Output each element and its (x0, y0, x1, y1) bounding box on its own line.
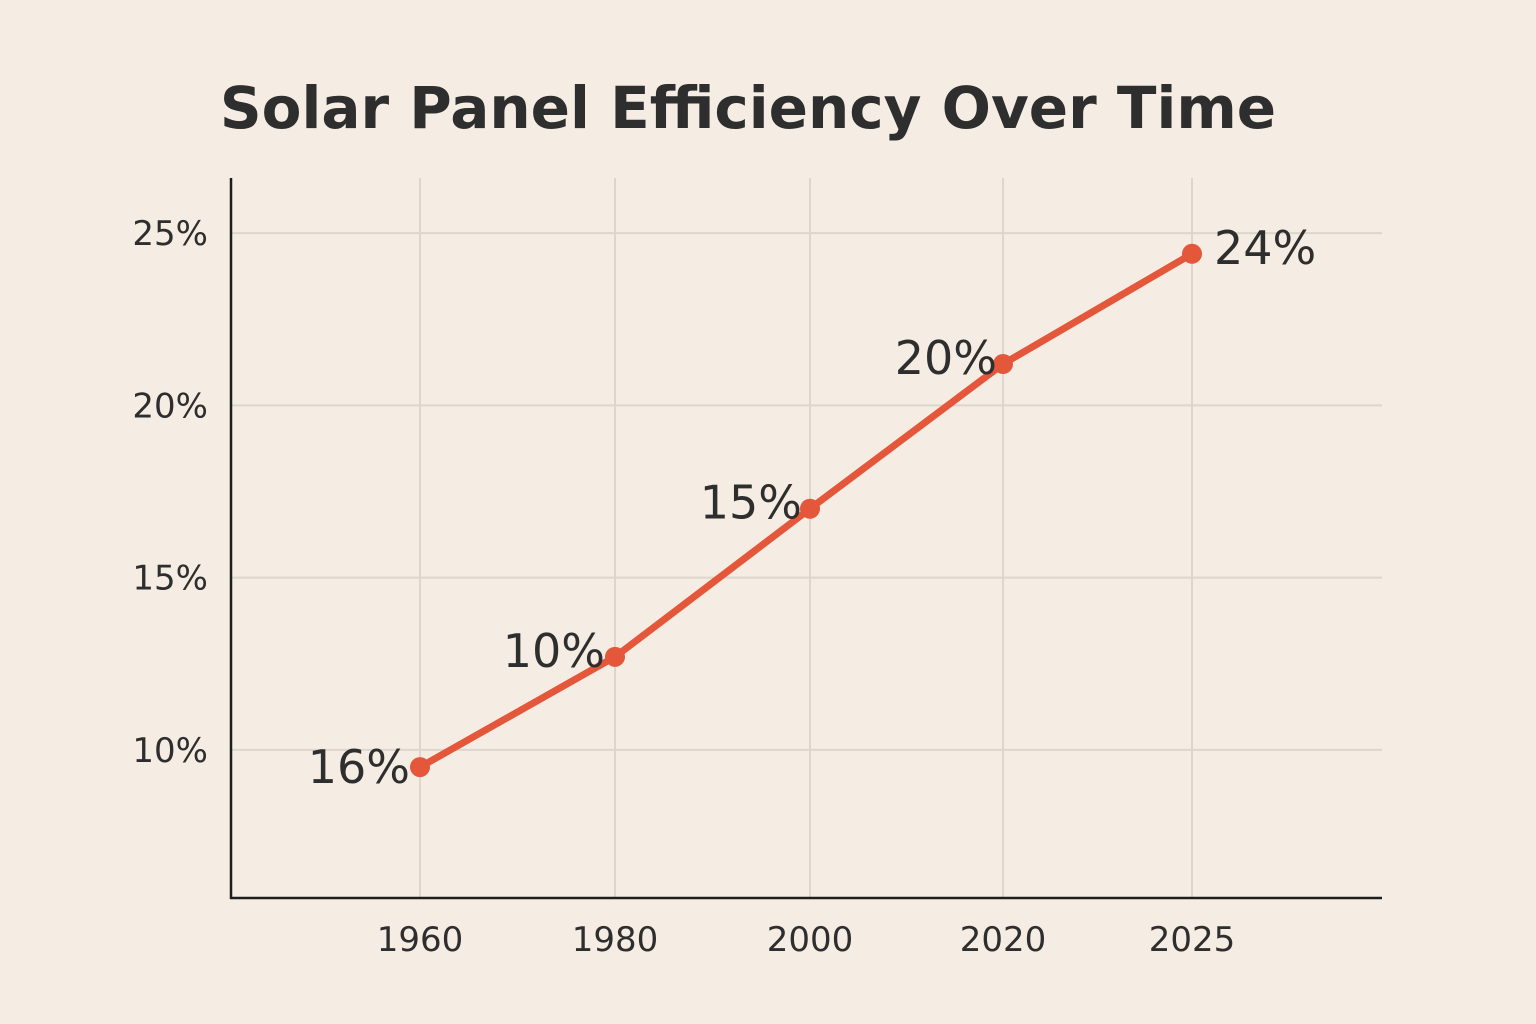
y-tick-label: 15% (132, 559, 208, 599)
data-point (993, 354, 1013, 375)
data-labels: 16% 10% 15% 20% 24% (308, 221, 1317, 794)
data-label: 24% (1214, 221, 1316, 275)
data-label: 20% (895, 331, 997, 385)
x-tick-label: 1960 (377, 920, 464, 960)
y-tick-label: 25% (132, 214, 208, 254)
series (410, 243, 1202, 778)
data-label: 16% (308, 740, 410, 794)
grid (231, 178, 1382, 898)
x-tick-label: 2020 (960, 920, 1047, 960)
x-tick-label: 2000 (767, 920, 854, 960)
data-point (1182, 243, 1202, 264)
y-tick-label: 10% (132, 731, 208, 771)
data-point (605, 646, 625, 667)
x-tick-label: 2025 (1149, 920, 1236, 960)
x-tick-label: 1980 (572, 920, 659, 960)
tick-labels: 10% 15% 20% 25% 1960 1980 2000 2020 2025 (132, 214, 1235, 960)
data-point (800, 498, 820, 519)
data-label: 10% (503, 624, 605, 678)
chart-title: Solar Panel Efficiency Over Time (220, 74, 1276, 142)
data-point (410, 757, 430, 778)
y-tick-label: 20% (132, 386, 208, 426)
axes (229, 178, 1382, 900)
data-label: 15% (700, 476, 802, 530)
